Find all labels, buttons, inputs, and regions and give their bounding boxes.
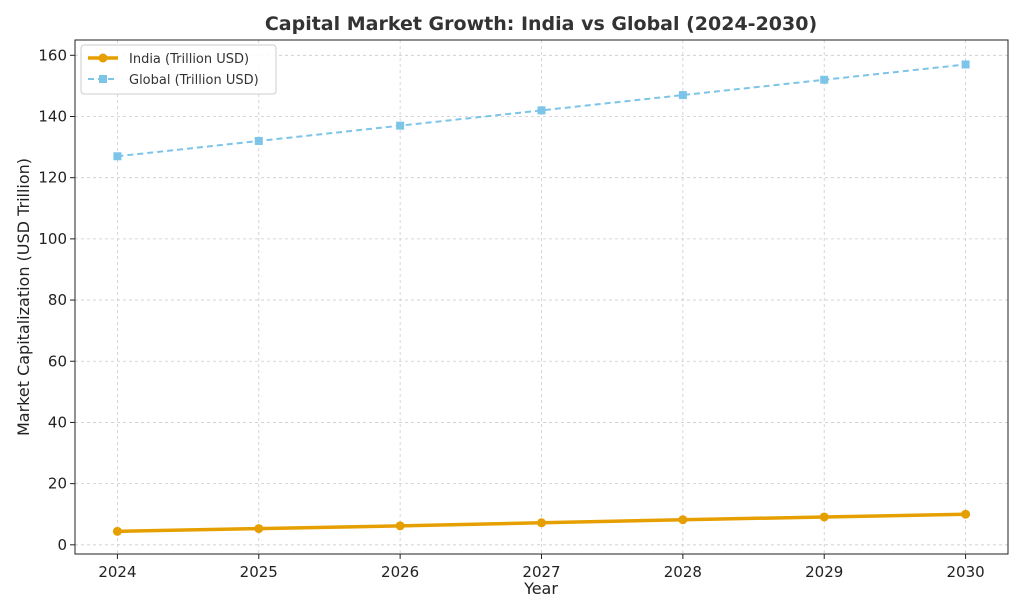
x-tick-label: 2025 [240, 563, 278, 581]
y-tick-label: 120 [38, 169, 67, 187]
x-tick-label: 2029 [805, 563, 843, 581]
plot-frame [74, 39, 1009, 555]
y-axis-label: Market Capitalization (USD Trillion) [14, 158, 33, 436]
y-tick-label: 80 [48, 291, 67, 309]
x-tick-label: 2026 [381, 563, 419, 581]
y-tick-label: 100 [38, 230, 67, 248]
series-global [113, 60, 970, 161]
x-tick-label: 2028 [664, 563, 702, 581]
ticks: 2024 2025 2026 2027 2028 2029 2030 0 20 40 60 80 100… [38, 46, 984, 581]
x-axis-label: Year [523, 579, 558, 598]
data-point [112, 526, 122, 536]
series-india [112, 509, 971, 536]
y-tick-label: 140 [38, 107, 67, 125]
data-point [678, 515, 688, 525]
legend-label: India (Trillion USD) [129, 52, 249, 67]
axes [74, 39, 1009, 555]
data-point [678, 91, 687, 100]
data-point [819, 512, 829, 522]
legend: India (Trillion USD) Global (Trillion USD… [80, 44, 277, 95]
y-tick-label: 40 [48, 413, 67, 431]
data-point [820, 75, 829, 84]
data-point [961, 60, 970, 69]
data-point [537, 106, 546, 115]
plot-area [112, 60, 971, 536]
x-tick-label: 2027 [522, 563, 560, 581]
data-point [113, 152, 122, 161]
data-point [537, 518, 546, 528]
data-point [396, 121, 405, 130]
chart-title: Capital Market Growth: India vs Global (… [265, 13, 817, 35]
y-tick-label: 20 [48, 475, 67, 493]
x-tick-label: 2030 [946, 563, 984, 581]
data-point [961, 509, 971, 519]
data-point [395, 521, 405, 531]
y-tick-label: 160 [38, 46, 67, 64]
x-tick-label: 2024 [98, 563, 136, 581]
y-tick-label: 60 [48, 352, 67, 370]
legend-marker [99, 75, 107, 83]
legend-label: Global (Trillion USD) [129, 73, 259, 88]
y-tick-label: 0 [57, 536, 67, 554]
legend-box [80, 44, 277, 95]
grid [75, 40, 1008, 554]
legend-marker [98, 53, 108, 63]
data-point [254, 524, 264, 534]
data-point [254, 136, 263, 145]
